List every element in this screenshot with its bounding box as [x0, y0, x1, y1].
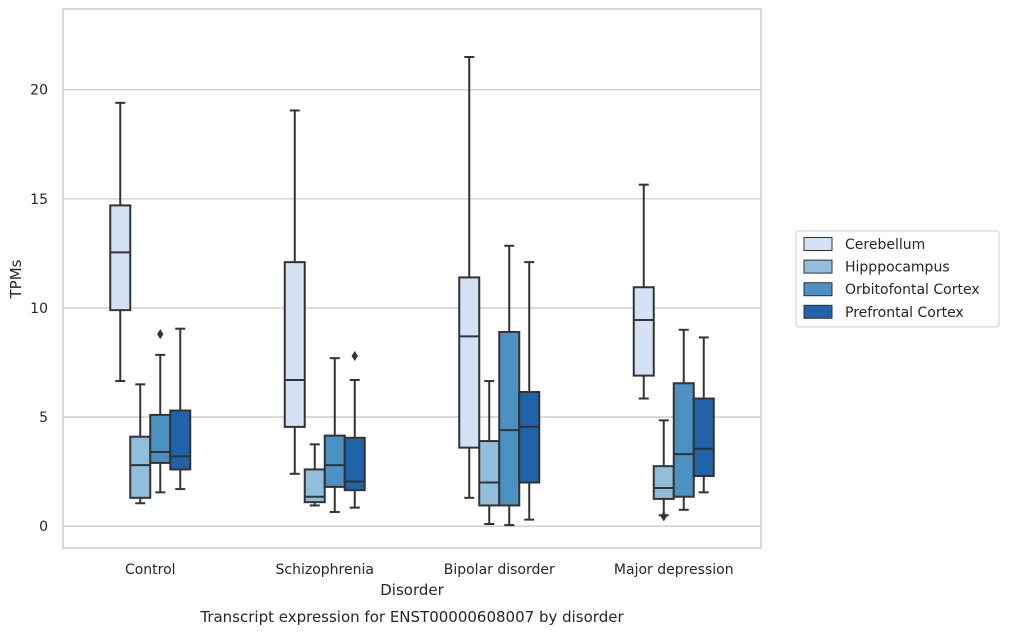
box-iqr [109, 204, 132, 312]
y-tick-label: 15 [30, 192, 48, 208]
box-iqr [672, 382, 695, 498]
box-iqr [692, 397, 715, 477]
x-tick-label: Bipolar disorder [444, 562, 555, 578]
y-axis-title: TPMs [7, 259, 25, 299]
x-tick-label: Schizophrenia [276, 562, 374, 578]
x-tick-label: Control [125, 562, 176, 578]
legend-label: Cerebellum [845, 237, 925, 253]
outlier-marker [660, 511, 667, 522]
y-tick-label: 20 [30, 83, 48, 99]
x-tick-labels: Control Schizophrenia Bipolar disorder Majo… [125, 562, 734, 578]
box-iqr [283, 261, 306, 428]
box-prefrontal-cortex [343, 350, 366, 509]
box-iqr [129, 435, 152, 499]
box-iqr [518, 390, 541, 484]
box-iqr [149, 413, 172, 464]
y-tick-labels: 0 5 10 15 20 [30, 83, 48, 535]
legend-label: Prefrontal Cortex [845, 305, 964, 321]
box-cerebellum [109, 101, 132, 383]
legend: Cerebellum Hipppocampus Orbitofontal Corte… [795, 230, 1000, 328]
box-iqr [632, 286, 655, 377]
box-cerebellum [632, 183, 655, 400]
box-iqr [652, 465, 675, 500]
legend-label: Orbitofontal Cortex [845, 282, 980, 298]
box-iqr [498, 330, 521, 507]
box-prefrontal-cortex [518, 261, 541, 521]
box-hipppocampus [129, 383, 152, 505]
box-iqr [458, 276, 481, 449]
y-tick-label: 5 [39, 410, 48, 426]
chart-caption: Transcript expression for ENST0000060800… [199, 608, 624, 626]
plot-frame [62, 8, 762, 549]
x-axis-title: Disorder [380, 581, 444, 599]
box-iqr [169, 409, 192, 471]
box-prefrontal-cortex [692, 336, 715, 494]
legend-frame [795, 230, 1000, 328]
box-iqr [478, 440, 501, 507]
box-cerebellum [458, 56, 481, 499]
box-prefrontal-cortex [169, 327, 192, 491]
boxes [109, 56, 715, 527]
box-hipppocampus [478, 380, 501, 525]
box-cerebellum [283, 109, 306, 475]
y-tick-label: 10 [30, 301, 48, 317]
box-iqr [343, 436, 366, 492]
legend-swatch [803, 304, 833, 319]
legend-swatch [803, 237, 833, 251]
box-iqr [323, 434, 346, 488]
x-tick-label: Major depression [614, 562, 734, 578]
outlier-marker [351, 350, 358, 361]
legend-label: Hipppocampus [845, 260, 950, 276]
outlier-marker [157, 329, 164, 340]
legend-swatch [803, 259, 833, 274]
y-tick-label: 0 [39, 519, 48, 535]
legend-swatch [803, 282, 833, 297]
